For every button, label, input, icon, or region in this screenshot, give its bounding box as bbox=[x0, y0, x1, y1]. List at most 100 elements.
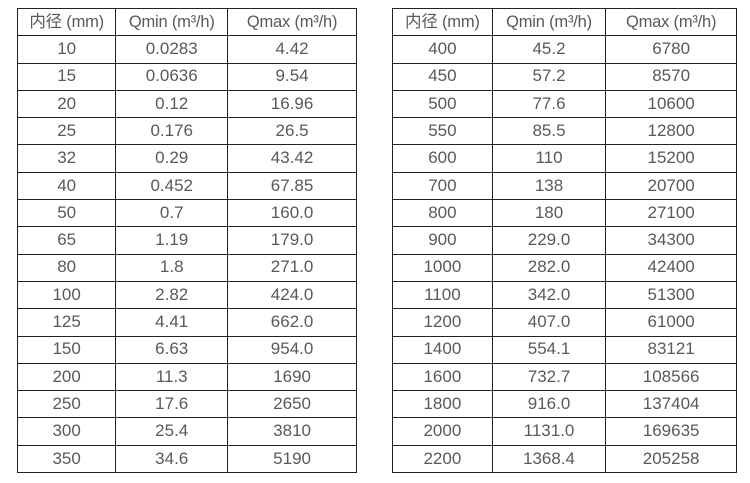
table-cell: 12800 bbox=[605, 117, 737, 146]
table-row: 1000 282.0 42400 bbox=[392, 253, 737, 282]
table-cell: 424.0 bbox=[227, 280, 357, 310]
table-row: 1200 407.0 61000 bbox=[392, 308, 737, 337]
table-cell: 10600 bbox=[605, 89, 737, 119]
table-row: 10 0.0283 4.42 bbox=[16, 35, 357, 64]
table-cell: 1.19 bbox=[115, 226, 229, 255]
table-row: 550 85.5 12800 bbox=[392, 117, 737, 146]
table-cell: 271.0 bbox=[227, 253, 357, 282]
column-header: Qmax (m³/h) bbox=[227, 7, 357, 37]
table-cell: 43.42 bbox=[227, 144, 357, 173]
table-cell: 350 bbox=[16, 444, 117, 474]
table-row: 80 1.8 271.0 bbox=[16, 253, 357, 282]
table-row: 25 0.176 26.5 bbox=[16, 117, 357, 146]
table-cell: 4.41 bbox=[115, 308, 229, 337]
column-header: Qmax (m³/h) bbox=[605, 7, 737, 37]
table-row: 15 0.0636 9.54 bbox=[16, 62, 357, 91]
table-cell: 1400 bbox=[392, 335, 493, 364]
table-cell: 1.8 bbox=[115, 253, 229, 282]
table-cell: 15 bbox=[16, 62, 117, 91]
table-cell: 500 bbox=[392, 89, 493, 119]
table-cell: 32 bbox=[16, 144, 117, 173]
table-cell: 554.1 bbox=[491, 335, 607, 364]
table-cell: 1000 bbox=[392, 253, 493, 282]
table-cell: 662.0 bbox=[227, 308, 357, 337]
table-cell: 2000 bbox=[392, 417, 493, 446]
table-cell: 16.96 bbox=[227, 89, 357, 119]
table-cell: 450 bbox=[392, 62, 493, 91]
table-cell: 77.6 bbox=[491, 89, 607, 119]
table-cell: 57.2 bbox=[491, 62, 607, 91]
table-cell: 2.82 bbox=[115, 280, 229, 310]
table-cell: 700 bbox=[392, 171, 493, 201]
table-cell: 180 bbox=[491, 199, 607, 228]
table-cell: 400 bbox=[392, 35, 493, 64]
table-row: 700 138 20700 bbox=[392, 171, 737, 201]
table-cell: 282.0 bbox=[491, 253, 607, 282]
table-cell: 20700 bbox=[605, 171, 737, 201]
table-cell: 0.7 bbox=[115, 199, 229, 228]
table-cell: 954.0 bbox=[227, 335, 357, 364]
table-cell: 25.4 bbox=[115, 417, 229, 446]
table-cell: 342.0 bbox=[491, 280, 607, 310]
table-cell: 34300 bbox=[605, 226, 737, 255]
table-cell: 138 bbox=[491, 171, 607, 201]
table-cell: 0.29 bbox=[115, 144, 229, 173]
table-cell: 916.0 bbox=[491, 390, 607, 419]
table-cell: 67.85 bbox=[227, 171, 357, 201]
table-cell: 27100 bbox=[605, 199, 737, 228]
table-row: 2000 1131.0 169635 bbox=[392, 417, 737, 446]
table-cell: 300 bbox=[16, 417, 117, 446]
table-cell: 1368.4 bbox=[491, 444, 607, 474]
table-cell: 1600 bbox=[392, 362, 493, 392]
table-cell: 0.0636 bbox=[115, 62, 229, 91]
table-row: 900 229.0 34300 bbox=[392, 226, 737, 255]
table-cell: 200 bbox=[16, 362, 117, 392]
column-header: 内径 (mm) bbox=[16, 7, 117, 37]
table-row: 100 2.82 424.0 bbox=[16, 280, 357, 310]
table-cell: 85.5 bbox=[491, 117, 607, 146]
flow-table-large-diameters: 内径 (mm) Qmin (m³/h) Qmax (m³/h) 400 45.2 678… bbox=[392, 7, 737, 474]
table-row: 600 110 15200 bbox=[392, 144, 737, 173]
table-cell: 5190 bbox=[227, 444, 357, 474]
table-row: 20 0.12 16.96 bbox=[16, 89, 357, 119]
table-row: 200 11.3 1690 bbox=[16, 362, 357, 392]
table-row: 500 77.6 10600 bbox=[392, 89, 737, 119]
table-cell: 137404 bbox=[605, 390, 737, 419]
table-cell: 160.0 bbox=[227, 199, 357, 228]
table-cell: 110 bbox=[491, 144, 607, 173]
table-cell: 179.0 bbox=[227, 226, 357, 255]
table-cell: 0.12 bbox=[115, 89, 229, 119]
table-cell: 407.0 bbox=[491, 308, 607, 337]
table-row: 1800 916.0 137404 bbox=[392, 390, 737, 419]
table-cell: 1100 bbox=[392, 280, 493, 310]
table-cell: 10 bbox=[16, 35, 117, 64]
table-row: 250 17.6 2650 bbox=[16, 390, 357, 419]
table-cell: 25 bbox=[16, 117, 117, 146]
table-cell: 0.176 bbox=[115, 117, 229, 146]
table-row: 1600 732.7 108566 bbox=[392, 362, 737, 392]
table-cell: 50 bbox=[16, 199, 117, 228]
column-header: Qmin (m³/h) bbox=[115, 7, 229, 37]
table-cell: 600 bbox=[392, 144, 493, 173]
table-row: 300 25.4 3810 bbox=[16, 417, 357, 446]
table-cell: 250 bbox=[16, 390, 117, 419]
header-row: 内径 (mm) Qmin (m³/h) Qmax (m³/h) bbox=[392, 7, 737, 37]
table-row: 32 0.29 43.42 bbox=[16, 144, 357, 173]
table-cell: 34.6 bbox=[115, 444, 229, 474]
table-cell: 108566 bbox=[605, 362, 737, 392]
table-cell: 51300 bbox=[605, 280, 737, 310]
table-cell: 6.63 bbox=[115, 335, 229, 364]
table-row: 40 0.452 67.85 bbox=[16, 171, 357, 201]
table-cell: 1200 bbox=[392, 308, 493, 337]
table-cell: 800 bbox=[392, 199, 493, 228]
table-cell: 4.42 bbox=[227, 35, 357, 64]
table-cell: 205258 bbox=[605, 444, 737, 474]
table-cell: 80 bbox=[16, 253, 117, 282]
table-cell: 1800 bbox=[392, 390, 493, 419]
table-cell: 11.3 bbox=[115, 362, 229, 392]
column-header: 内径 (mm) bbox=[392, 7, 493, 37]
table-cell: 42400 bbox=[605, 253, 737, 282]
table-cell: 8570 bbox=[605, 62, 737, 91]
table-cell: 550 bbox=[392, 117, 493, 146]
table-row: 450 57.2 8570 bbox=[392, 62, 737, 91]
